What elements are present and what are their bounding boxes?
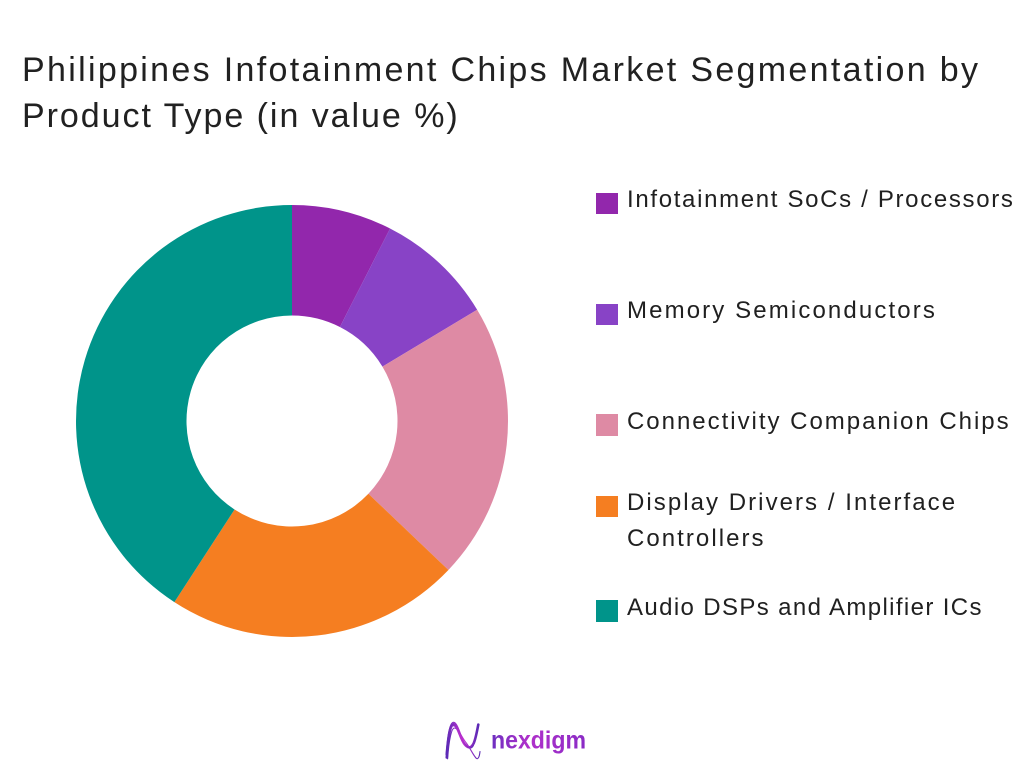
svg-text:nexdigm: nexdigm	[491, 726, 586, 754]
